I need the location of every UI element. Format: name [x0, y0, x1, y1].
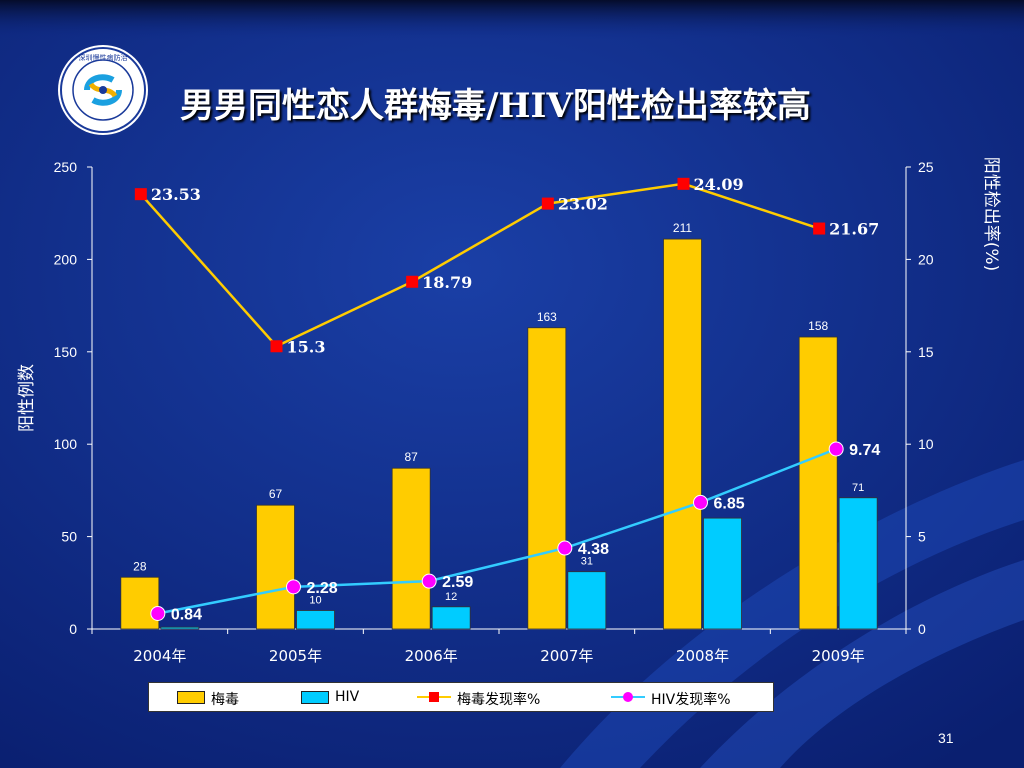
right-tick-label: 25 — [918, 159, 934, 175]
hiv-rate-label: 6.85 — [714, 495, 745, 512]
decorative-swoosh — [700, 560, 1024, 768]
right-tick-label: 20 — [918, 251, 934, 267]
syphilis-bar-label: 211 — [673, 221, 692, 235]
x-tick-label: 2005年 — [269, 647, 322, 665]
left-tick-label: 150 — [54, 344, 78, 360]
page-number: 31 — [938, 730, 954, 746]
organization-logo: 深圳慢性病防治 — [58, 45, 148, 135]
left-tick-label: 100 — [54, 436, 78, 452]
syphilis-rate-label: 23.53 — [151, 185, 201, 204]
x-tick-label: 2007年 — [540, 647, 593, 665]
hiv-rate-label: 2.59 — [442, 574, 473, 591]
chart-lines — [134, 177, 844, 621]
hiv-rate-label: 2.28 — [307, 580, 338, 597]
syphilis-rate-label: 18.79 — [422, 273, 472, 292]
legend-label-hiv: HIV — [335, 689, 360, 705]
legend-swatch-hiv — [301, 691, 329, 704]
legend-label-hiv-rate: HIV发现率% — [651, 692, 731, 708]
right-tick-label: 0 — [918, 621, 926, 637]
hiv-bar — [567, 571, 607, 630]
left-tick-label: 200 — [54, 251, 78, 267]
syphilis-bar-label: 67 — [269, 487, 283, 501]
slide-title: 男男同性恋人群梅毒/HIV阳性检出率较高 — [180, 86, 811, 126]
left-tick-label: 50 — [61, 529, 77, 545]
x-tick-label: 2004年 — [133, 647, 186, 665]
syphilis-rate-marker — [134, 188, 147, 201]
syphilis-bar — [663, 238, 702, 630]
hiv-rate-marker — [421, 573, 437, 589]
hiv-bar-label: 12 — [445, 591, 457, 603]
legend-label-syphilis: 梅毒 — [211, 692, 239, 708]
syphilis-bar — [527, 327, 567, 630]
chart-bars — [120, 238, 878, 630]
syphilis-bar-label: 28 — [133, 559, 147, 573]
hiv-bar — [838, 497, 878, 630]
chart-axes: 0 50 100 150 200 250 0 5 10 15 20 25 2004年 2005年 2006年… — [17, 157, 1001, 665]
left-axis-title: 阳性例数 — [17, 364, 37, 432]
syphilis-rate-line — [139, 182, 820, 348]
hiv-rate-marker — [286, 579, 301, 595]
legend-swatch-syphilis — [177, 691, 205, 704]
left-tick-label: 0 — [69, 621, 77, 637]
right-tick-label: 5 — [918, 529, 926, 545]
hiv-rate-marker — [150, 605, 166, 621]
syphilis-rate-label: 24.09 — [694, 175, 744, 194]
right-axis-title: 阳性检出率(%) — [981, 157, 1001, 271]
hiv-bar — [296, 610, 335, 630]
hiv-rate-label: 4.38 — [578, 541, 609, 558]
hiv-bar — [431, 606, 471, 630]
hiv-rate-marker — [557, 540, 573, 556]
syphilis-bar-label: 163 — [537, 310, 557, 324]
syphilis-bar — [798, 336, 838, 630]
hiv-bar-label: 71 — [852, 482, 864, 494]
syphilis-rate-label: 21.67 — [829, 220, 879, 239]
hiv-rate-marker — [693, 494, 708, 510]
hiv-rate-label: 9.74 — [849, 442, 880, 459]
chart-legend: 梅毒 HIV 梅毒发现率% HIV发现率% — [148, 682, 774, 712]
hiv-bar-label: 10 — [309, 595, 321, 607]
x-tick-label: 2006年 — [405, 647, 458, 665]
syphilis-bar-label: 158 — [808, 319, 828, 333]
hiv-rate-label: 0.84 — [171, 606, 202, 623]
svg-text:深圳慢性病防治: 深圳慢性病防治 — [79, 53, 128, 62]
legend-swatch-syphilis-rate — [417, 692, 451, 702]
syphilis-bar — [391, 467, 431, 630]
syphilis-rate-marker — [406, 275, 419, 288]
syphilis-bar — [120, 576, 160, 630]
chart-labels: 28 67 87 163 211 158 10 12 31 71 23.53 15.3 18.79 23.… — [133, 175, 880, 624]
syphilis-bar — [256, 504, 295, 630]
hiv-rate-marker — [828, 441, 844, 457]
syphilis-rate-label: 15.3 — [287, 337, 326, 356]
right-tick-label: 15 — [918, 344, 934, 360]
x-tick-label: 2009年 — [812, 647, 865, 665]
syphilis-rate-marker — [541, 197, 554, 210]
syphilis-rate-marker — [270, 340, 283, 353]
hiv-bar-label: 31 — [581, 556, 593, 568]
x-tick-label: 2008年 — [676, 647, 729, 665]
right-tick-label: 10 — [918, 436, 934, 452]
syphilis-rate-marker — [813, 222, 826, 235]
legend-label-syphilis-rate: 梅毒发现率% — [457, 692, 541, 708]
syphilis-rate-label: 23.02 — [558, 195, 608, 214]
left-tick-label: 250 — [54, 159, 78, 175]
hiv-rate-line — [157, 447, 837, 615]
hiv-bar — [160, 626, 200, 630]
hiv-bar — [703, 517, 742, 630]
legend-swatch-hiv-rate — [611, 692, 645, 702]
syphilis-bar-label: 87 — [404, 450, 418, 464]
syphilis-rate-marker — [677, 177, 690, 190]
